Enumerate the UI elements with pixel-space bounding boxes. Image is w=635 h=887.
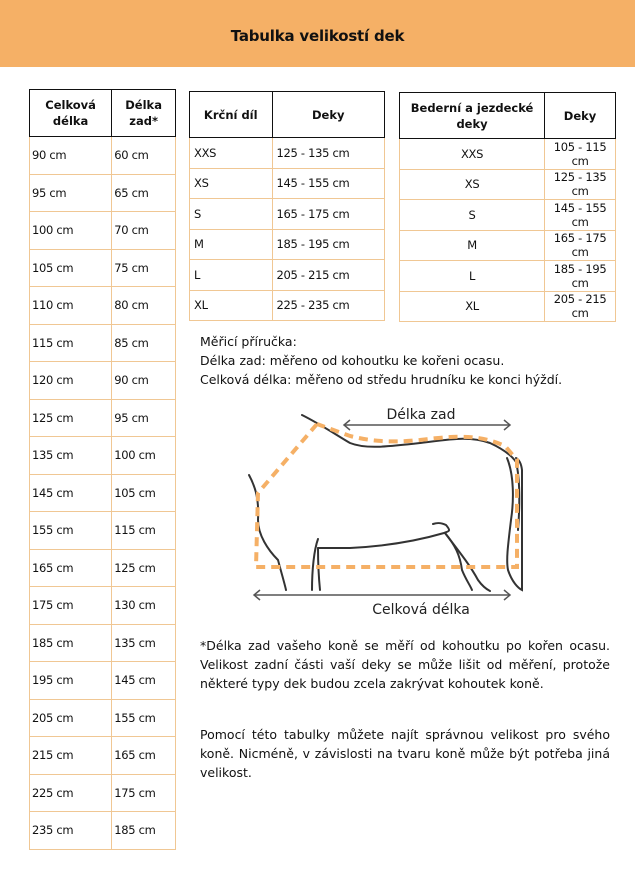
table-cell: 205 cm bbox=[28, 698, 113, 737]
measuring-guide: Měřicí příručka: Délka zad: měřeno od ko… bbox=[200, 332, 562, 389]
guide-title: Měřicí příručka: bbox=[200, 334, 297, 349]
table-cell: 185 - 195 cm bbox=[544, 260, 616, 292]
table-cell: 85 cm bbox=[111, 323, 176, 362]
table-row: 185 cm 135 cm bbox=[28, 623, 176, 662]
table-row: 110 cm 80 cm bbox=[28, 286, 176, 325]
table-cell: 135 cm bbox=[111, 623, 176, 662]
table-cell: 115 cm bbox=[28, 323, 113, 362]
table-cell: 105 - 115 cm bbox=[544, 138, 616, 170]
table-row: XL 205 - 215 cm bbox=[398, 290, 616, 322]
table-cell: 80 cm bbox=[111, 286, 176, 325]
blanket-outline bbox=[253, 422, 519, 569]
horse-outline bbox=[248, 414, 523, 592]
table-cell: 125 cm bbox=[28, 398, 113, 437]
table-cell: 95 cm bbox=[111, 398, 176, 437]
table-row: 125 cm 95 cm bbox=[28, 398, 176, 437]
table-cell: 115 cm bbox=[111, 511, 176, 550]
neck-size-table: Krční díl Deky XXS 125 - 135 cm XS 145 - 15… bbox=[189, 91, 386, 321]
table-cell: 90 cm bbox=[111, 361, 176, 400]
table-cell: 95 cm bbox=[28, 173, 113, 212]
table-row: 135 cm 100 cm bbox=[28, 436, 176, 475]
hip-size-table: Bederní a jezdecké deky Deky XXS 105 - 11… bbox=[398, 92, 616, 322]
column-header: Deky bbox=[544, 92, 616, 139]
column-header: Celková délka bbox=[28, 89, 113, 137]
table-cell: 225 - 235 cm bbox=[271, 289, 386, 321]
back-length-arrow bbox=[342, 419, 512, 431]
guide-total-length: Celková délka: měřeno od středu hrudníku… bbox=[200, 372, 563, 387]
table-row: 195 cm 145 cm bbox=[28, 661, 176, 700]
table-row: XL 225 - 235 cm bbox=[189, 289, 386, 321]
table-row: 90 cm 60 cm bbox=[28, 136, 176, 175]
table-cell: 185 cm bbox=[111, 811, 176, 850]
table-cell: 100 cm bbox=[111, 436, 176, 475]
table-cell: 75 cm bbox=[111, 248, 176, 287]
table-cell: 125 - 135 cm bbox=[544, 168, 616, 200]
table-cell: 205 - 215 cm bbox=[544, 290, 616, 322]
table-row: 235 cm 185 cm bbox=[28, 811, 176, 850]
table-cell: 165 - 175 cm bbox=[271, 198, 386, 230]
table-row: M 185 - 195 cm bbox=[189, 228, 386, 260]
column-header: Délka zad* bbox=[111, 89, 176, 137]
table-cell: 185 cm bbox=[28, 623, 113, 662]
table-cell: 175 cm bbox=[28, 586, 113, 625]
table-cell: 125 cm bbox=[111, 548, 176, 587]
table-row: 105 cm 75 cm bbox=[28, 248, 176, 287]
column-header: Bederní a jezdecké deky bbox=[398, 92, 546, 139]
table-cell: 60 cm bbox=[111, 136, 176, 175]
table-cell: S bbox=[189, 198, 273, 230]
table-cell: 165 cm bbox=[28, 548, 113, 587]
table-cell: 145 - 155 cm bbox=[271, 167, 386, 199]
table-row: 145 cm 105 cm bbox=[28, 473, 176, 512]
total-length-label: Celková délka bbox=[372, 602, 470, 618]
back-length-label: Délka zad bbox=[387, 407, 456, 423]
table-row: S 145 - 155 cm bbox=[398, 199, 616, 231]
table-cell: 105 cm bbox=[28, 248, 113, 287]
table-cell: XL bbox=[398, 290, 546, 322]
table-row: 165 cm 125 cm bbox=[28, 548, 176, 587]
table-row: 120 cm 90 cm bbox=[28, 361, 176, 400]
footnote: *Délka zad vašeho koně se měří od kohout… bbox=[200, 638, 610, 691]
table-cell: 165 cm bbox=[111, 736, 176, 775]
table-cell: 135 cm bbox=[28, 436, 113, 475]
table-cell: 235 cm bbox=[28, 811, 113, 850]
table-cell: 125 - 135 cm bbox=[271, 137, 386, 169]
table-cell: 145 cm bbox=[28, 473, 113, 512]
table-cell: XL bbox=[189, 289, 273, 321]
table-cell: 205 - 215 cm bbox=[271, 259, 386, 291]
table-cell: 175 cm bbox=[111, 773, 176, 812]
table-cell: 70 cm bbox=[111, 211, 176, 250]
page-title: Tabulka velikostí dek bbox=[230, 27, 405, 45]
guide-back-length: Délka zad: měřeno od kohoutku ke kořeni … bbox=[200, 353, 505, 368]
table-cell: 155 cm bbox=[111, 698, 176, 737]
table-cell: L bbox=[189, 259, 273, 291]
table-cell: 145 cm bbox=[111, 661, 176, 700]
table-cell: 185 - 195 cm bbox=[271, 228, 386, 260]
header-banner: Tabulka velikostí dek bbox=[0, 0, 635, 67]
total-length-arrow bbox=[252, 589, 512, 601]
table-row: L 205 - 215 cm bbox=[189, 259, 386, 291]
table-row: 115 cm 85 cm bbox=[28, 323, 176, 362]
length-size-table: Celková délka Délka zad* 90 cm 60 cm 95 cm… bbox=[28, 89, 176, 850]
table-row: S 165 - 175 cm bbox=[189, 198, 386, 230]
table-cell: 215 cm bbox=[28, 736, 113, 775]
table-cell: 90 cm bbox=[28, 136, 113, 175]
table-cell: 225 cm bbox=[28, 773, 113, 812]
note: Pomocí této tabulky můžete najít správno… bbox=[200, 727, 610, 780]
column-header: Deky bbox=[271, 91, 386, 138]
table-row: 215 cm 165 cm bbox=[28, 736, 176, 775]
table-cell: 145 - 155 cm bbox=[544, 199, 616, 231]
table-cell: 120 cm bbox=[28, 361, 113, 400]
table-row: 205 cm 155 cm bbox=[28, 698, 176, 737]
table-cell: 110 cm bbox=[28, 286, 113, 325]
column-header: Krční díl bbox=[189, 91, 273, 138]
table-cell: 195 cm bbox=[28, 661, 113, 700]
table-row: 225 cm 175 cm bbox=[28, 773, 176, 812]
